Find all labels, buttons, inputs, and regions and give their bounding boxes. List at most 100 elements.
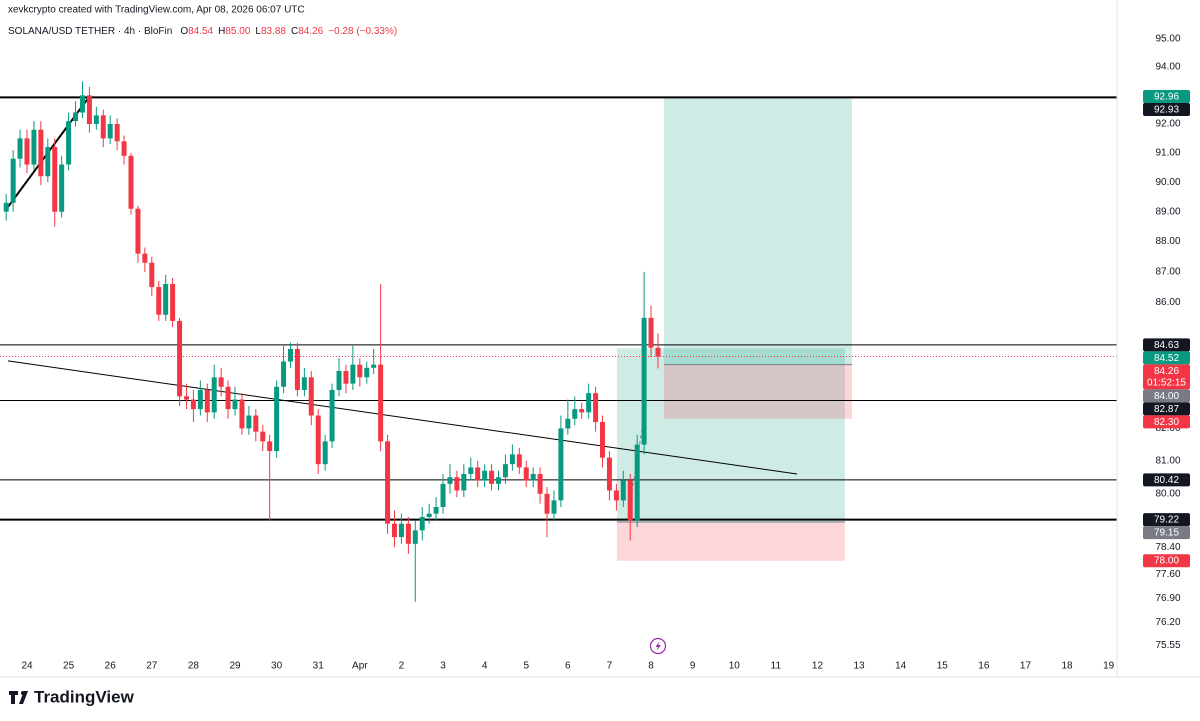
x-tick-label: 27 [146, 661, 158, 672]
brand: TradingView [9, 687, 135, 706]
x-tick-label: 25 [63, 661, 75, 672]
candle-body [606, 457, 612, 491]
candle-body [586, 393, 592, 413]
x-tick-label: 30 [271, 661, 283, 672]
x-tick-label: 8 [648, 661, 654, 672]
candle-body [156, 287, 162, 315]
header: xevkcrypto created with TradingView.com,… [8, 5, 305, 16]
candle-body [128, 155, 134, 209]
candle-body [551, 500, 557, 514]
legend-item: C [291, 26, 298, 37]
candle-body [38, 129, 44, 177]
x-tick-label: 26 [105, 661, 117, 672]
candle-body [190, 399, 196, 410]
candle-body [121, 141, 127, 156]
legend: SOLANA/USD TETHER · 4h · BloFin O84.54 H85… [8, 26, 397, 37]
x-tick-label: 19 [1103, 661, 1115, 672]
candle-body [648, 317, 654, 348]
candle-body [218, 377, 224, 387]
candle-body [329, 389, 335, 442]
candle-body [308, 377, 314, 416]
candle-body [447, 477, 453, 484]
price-tag-countdown: 01:52:15 [1147, 378, 1186, 389]
plot-area [0, 81, 1117, 602]
candle-body [336, 370, 342, 390]
y-tick-label: 91.00 [1155, 148, 1180, 159]
candle-body [66, 121, 72, 165]
candle-body [558, 428, 564, 501]
price-tag [1143, 513, 1190, 527]
x-tick-label: 24 [21, 661, 33, 672]
candle-body [468, 467, 474, 474]
price-tag-label: 82.87 [1154, 404, 1179, 415]
candle-body [378, 364, 384, 442]
candle-body [183, 396, 189, 400]
candle-body [391, 523, 397, 538]
price-tag [1143, 402, 1190, 416]
price-tag-label: 92.96 [1154, 91, 1179, 102]
legend-item: L [255, 26, 261, 37]
candle-body [253, 415, 259, 432]
price-tag [1143, 90, 1190, 104]
x-tick-label: 3 [440, 661, 446, 672]
candle-body [86, 95, 92, 124]
position-target-zone [663, 96, 852, 365]
candle-body [613, 490, 619, 501]
candle-body [246, 415, 252, 429]
y-tick-label: 77.60 [1155, 569, 1180, 580]
y-tick-label: 75.55 [1155, 640, 1180, 651]
candle-body [627, 480, 633, 521]
candle-body [260, 431, 266, 442]
candle-body [405, 523, 411, 544]
price-tag [1143, 364, 1190, 390]
event-bolt [655, 641, 661, 652]
price-tag [1143, 473, 1190, 487]
candle-body [482, 470, 488, 481]
candle-body [45, 147, 51, 177]
candle-body [267, 441, 273, 452]
candle-body [59, 164, 65, 212]
y-tick-label: 76.90 [1155, 593, 1180, 604]
candle-body [350, 364, 356, 384]
y-tick-label: 90.00 [1155, 177, 1180, 188]
price-tag [1143, 103, 1190, 117]
candle-body [579, 409, 585, 413]
price-tag [1143, 351, 1190, 365]
candle-body [142, 253, 148, 263]
x-tick-label: 29 [229, 661, 241, 672]
y-tick-label: 89.00 [1155, 206, 1180, 217]
price-tag-label: 84.63 [1154, 340, 1179, 351]
price-tag-label: 80.42 [1154, 475, 1179, 486]
candle-body [31, 129, 37, 165]
candle-body [544, 493, 550, 514]
price-tag-label: 84.00 [1154, 391, 1179, 402]
candle-body [454, 477, 460, 491]
candle-body [204, 389, 210, 413]
legend-item: H [218, 26, 225, 37]
candle-body [641, 317, 647, 445]
candle-body [24, 138, 30, 165]
x-tick-label: 16 [978, 661, 990, 672]
x-tick-label: 31 [313, 661, 325, 672]
candle-body [385, 441, 391, 524]
x-tick-label: 7 [607, 661, 613, 672]
candle-body [211, 377, 217, 413]
legend-item: 84.26 [298, 26, 323, 37]
x-tick-label: 12 [812, 661, 824, 672]
x-tick-label: 13 [853, 661, 865, 672]
x-tick-label: 9 [690, 661, 696, 672]
x-tick-label: 18 [1062, 661, 1074, 672]
candle-body [655, 347, 661, 357]
event-icon [649, 637, 667, 655]
x-tick-label: 4 [482, 661, 488, 672]
candle-body [163, 284, 169, 315]
x-tick-label: Apr [352, 661, 368, 672]
candle-body [73, 112, 79, 122]
legend-item: SOLANA/USD TETHER · 4h · BloFin [8, 26, 172, 37]
candle-body [537, 473, 543, 494]
price-tag-label: 78.00 [1154, 556, 1179, 567]
position-stop-zone [616, 522, 845, 561]
candle-body [398, 523, 404, 538]
candle-body [433, 507, 439, 514]
